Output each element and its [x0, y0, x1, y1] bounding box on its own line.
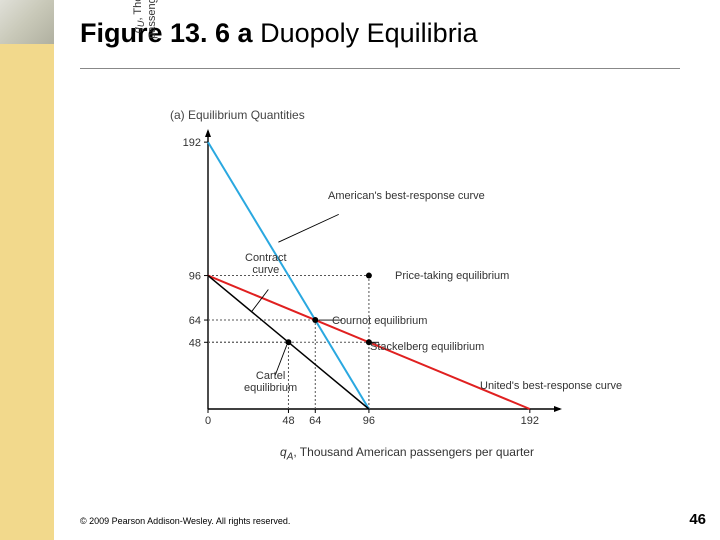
slide: Figure 13. 6 a Duopoly Equilibria (a) Eq…	[0, 0, 720, 540]
page-number: 46	[689, 511, 706, 528]
annot-united-br: United's best-response curve	[480, 380, 622, 392]
title-rule	[80, 68, 680, 69]
svg-text:0: 0	[205, 415, 211, 427]
annot-cournot: Cournot equilibrium	[332, 315, 427, 327]
figure-subtitle: Duopoly Equilibria	[253, 18, 478, 48]
panel-label: (a) Equilibrium Quantities	[170, 108, 305, 122]
annot-american-br: American's best-response curve	[328, 190, 485, 202]
svg-text:48: 48	[189, 337, 201, 349]
figure-number: Figure 13. 6 a	[80, 18, 253, 48]
x-axis-label: qA, Thousand American passengers per qua…	[280, 445, 534, 462]
annot-contract: Contractcurve	[245, 252, 287, 276]
svg-text:96: 96	[363, 415, 375, 427]
annot-cartel: Cartelequilibrium	[244, 370, 297, 394]
annot-price-taking: Price-taking equilibrium	[395, 270, 509, 282]
svg-text:192: 192	[521, 415, 539, 427]
svg-text:96: 96	[189, 271, 201, 283]
svg-text:64: 64	[309, 415, 321, 427]
svg-text:48: 48	[282, 415, 294, 427]
y-axis-label: qU, Thousand Unitedpassengers per quarte…	[132, 0, 158, 132]
left-decor	[0, 0, 54, 540]
svg-text:192: 192	[183, 137, 201, 149]
svg-text:64: 64	[189, 315, 201, 327]
decor-cube	[0, 0, 54, 45]
annot-stackelberg: Stackelberg equilibrium	[370, 341, 484, 353]
decor-goldbar	[0, 44, 54, 540]
copyright-text: © 2009 Pearson Addison-Wesley. All right…	[80, 516, 290, 526]
